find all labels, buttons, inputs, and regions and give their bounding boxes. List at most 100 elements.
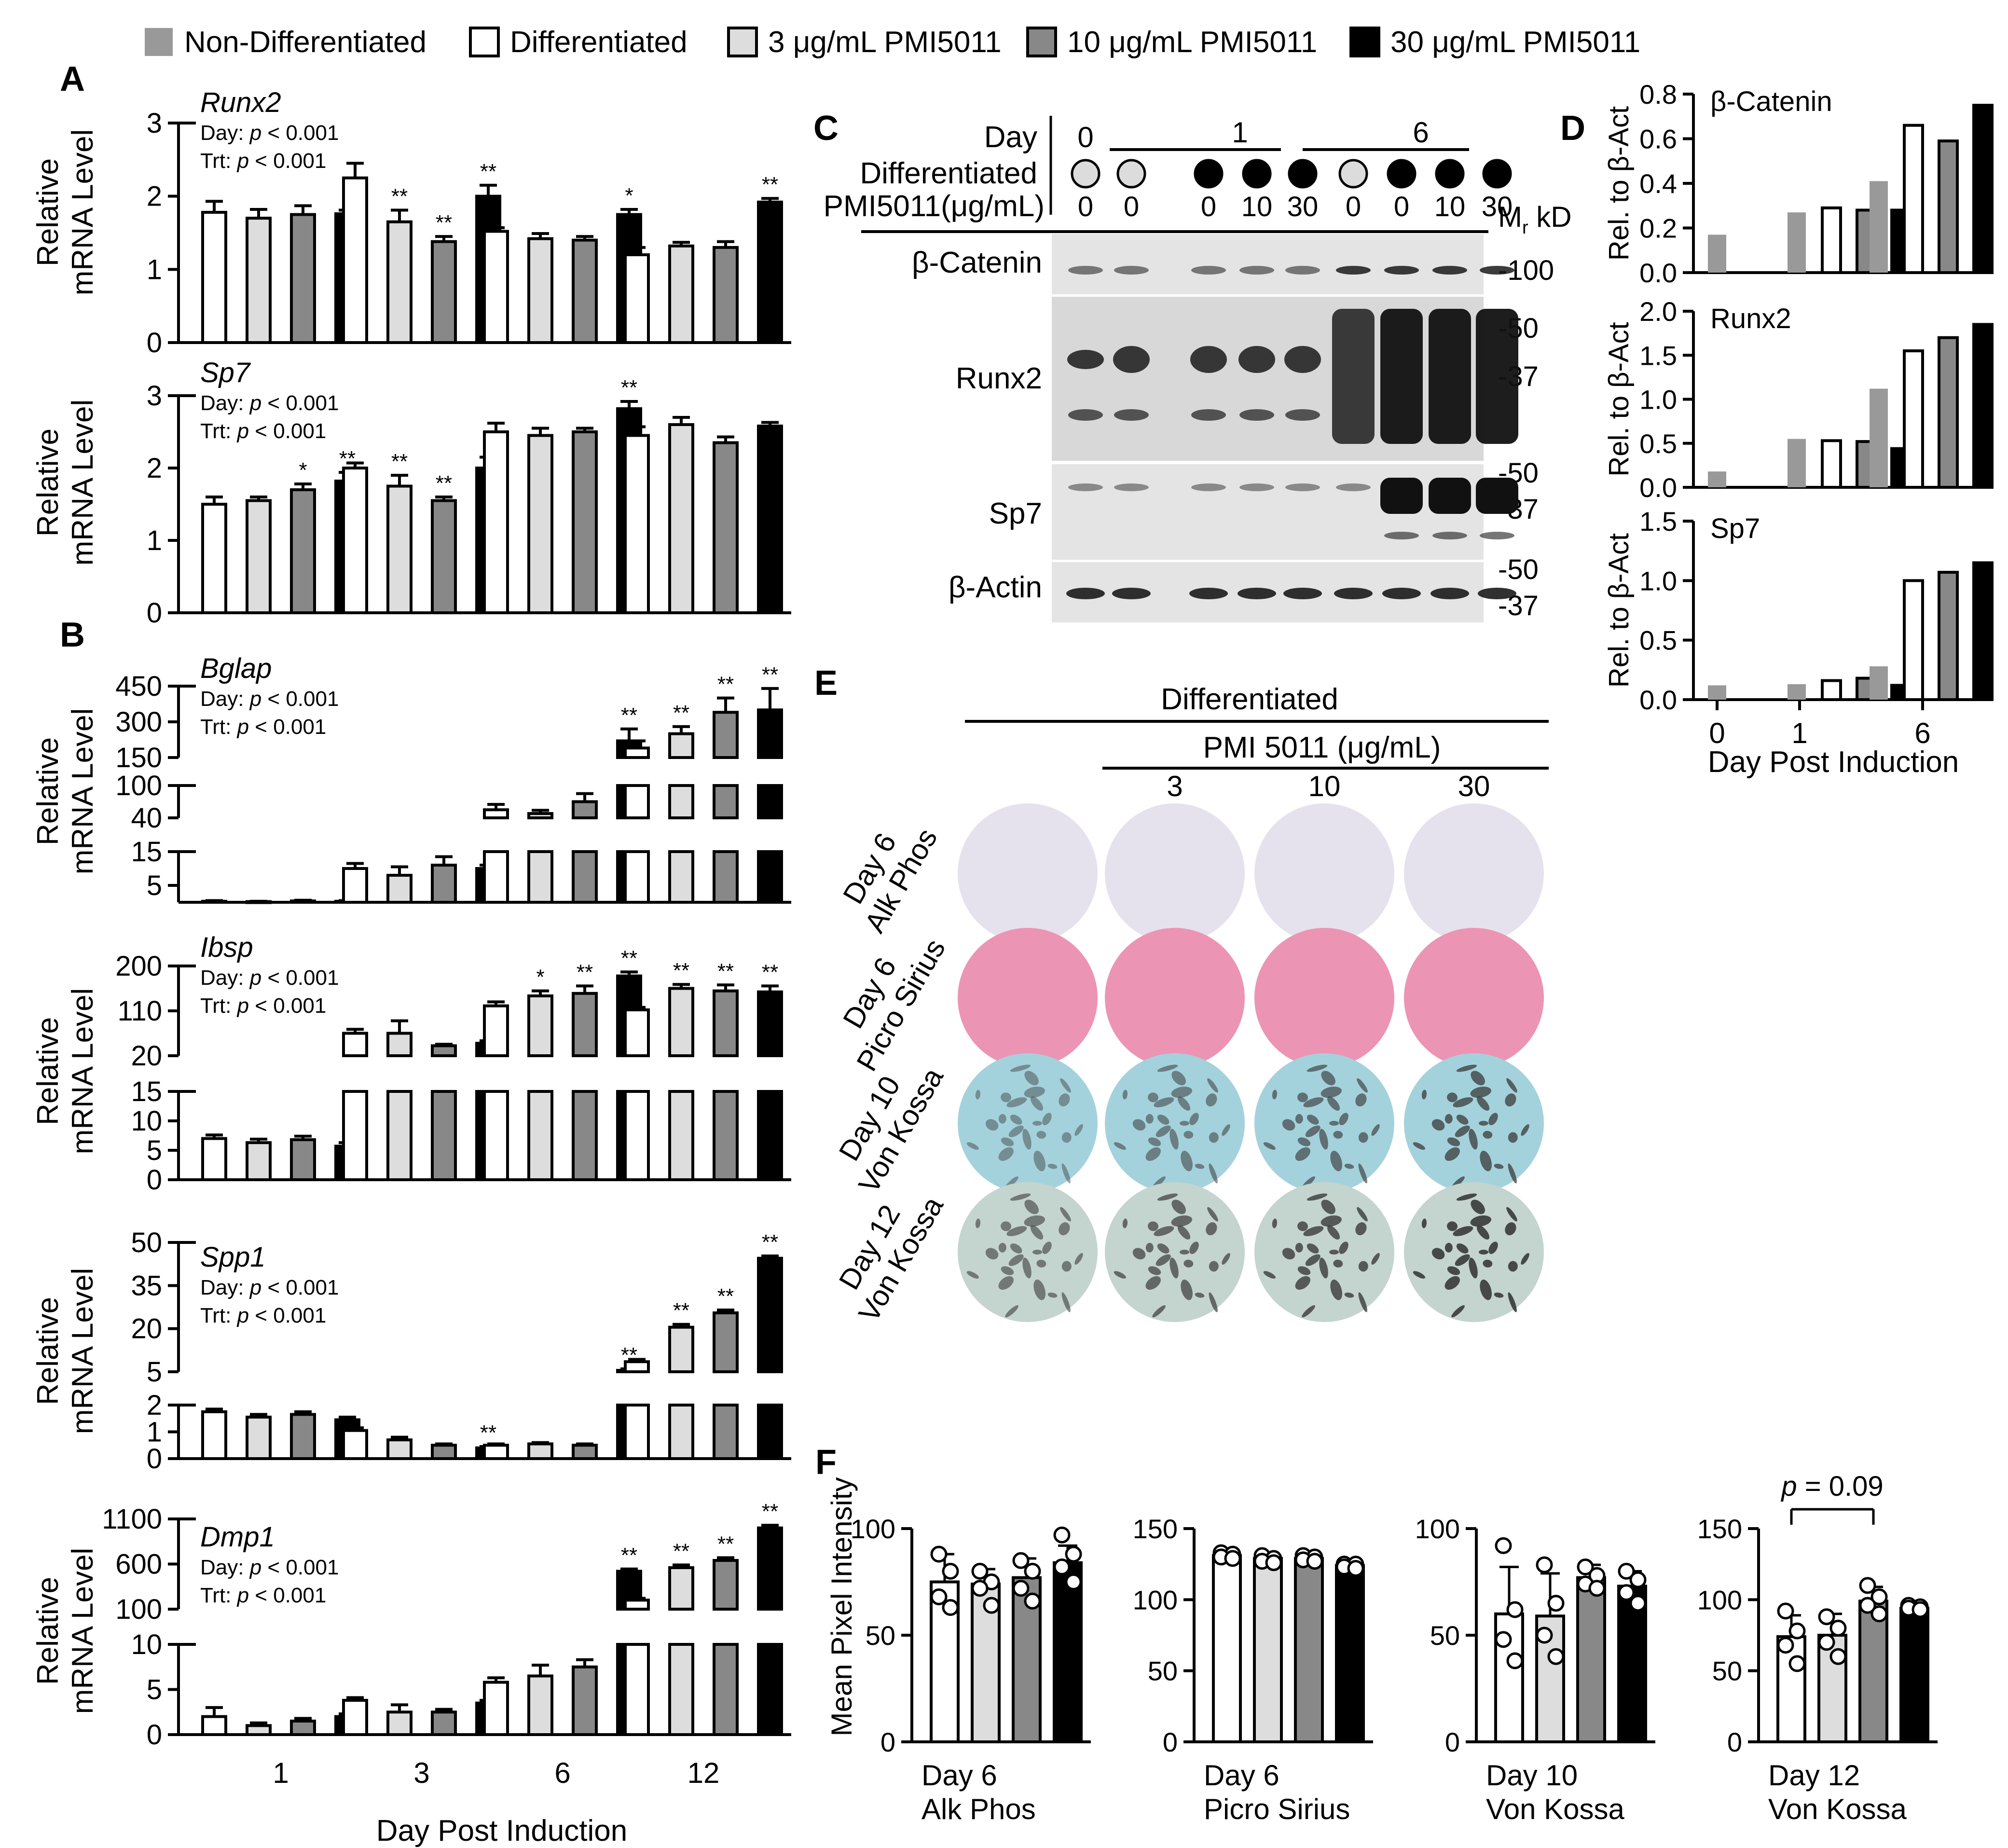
data-point [1547,1595,1565,1612]
mineral-deposit [1061,1261,1072,1272]
blot-band [1432,532,1467,539]
stat-day: Day: p < 0.001 [200,1276,339,1299]
mineral-deposit [1506,1078,1517,1093]
blot-band [1239,483,1274,491]
y-tick-label: 0 [1163,1727,1178,1757]
significance-marker: ** [577,960,593,984]
mineral-deposit [1282,1119,1295,1131]
mineral-deposit [1471,1200,1485,1214]
mineral-deposit [1263,1271,1276,1279]
y-axis-label: RelativemRNA Level [31,708,99,875]
mineral-deposit [1344,1163,1354,1169]
mineral-deposit [1152,1305,1166,1318]
bar [1870,181,1888,273]
bar [624,434,650,614]
differentiated-dot [1288,159,1318,189]
y-tick-label: 5 [147,1674,162,1706]
mineral-deposit [1209,1292,1218,1312]
bar [201,211,227,344]
mineral-deposit [1059,1093,1070,1107]
data-point [1912,1601,1929,1618]
mineral-deposit [1189,1241,1199,1254]
differentiated-dot [1435,159,1465,189]
mineral-deposit [1469,1257,1478,1279]
blot-band [1239,409,1274,421]
blot-band [1285,266,1320,275]
bar [290,1138,316,1182]
data-point [1818,1608,1835,1626]
mineral-deposit [998,1147,1014,1161]
mineral-deposit [1303,1097,1324,1107]
y-tick-label: 1 [147,525,162,556]
significance-marker: ** [717,1284,734,1308]
differentiated-dot [1242,159,1272,189]
bar [713,711,739,759]
data-point [1870,1588,1888,1605]
dose-col-label: 10 [1308,770,1341,802]
significance-marker: ** [621,1544,637,1567]
y-axis-label: RelativemRNA Level [31,400,99,566]
legend-label: 30 μg/mL PMI5011 [1390,26,1640,59]
y-tick-label: 50 [1712,1656,1742,1686]
data-point [1547,1648,1565,1665]
chart-title: Runx2 [1710,303,1791,334]
panel-letter: C [813,109,839,148]
bar [1858,1600,1888,1744]
mineral-deposit [998,1276,1014,1290]
y-tick-label: 2 [147,453,162,484]
bar [1938,571,1959,701]
bar [1576,1576,1606,1743]
mineral-deposit [966,1271,979,1279]
mineral-deposit [1195,1163,1205,1169]
significance-marker: ** [673,959,689,982]
bar [290,488,316,614]
significance-marker: ** [621,376,637,400]
bar [668,1404,694,1460]
mineral-deposit [1456,1193,1477,1201]
y-tick-label: 150 [1697,1514,1742,1544]
bar [527,812,553,819]
mineral-deposit [1339,1241,1348,1254]
bar [668,423,694,614]
mineral-deposit [1155,1125,1171,1137]
mineral-deposit [1122,1218,1128,1228]
mineral-deposit [1169,1129,1179,1150]
day-label: 6 [1413,116,1429,149]
bar [713,989,739,1058]
bar [624,253,650,344]
mineral-deposit [1321,1200,1335,1214]
mineral-deposit [1209,1261,1219,1272]
stain-well [958,1053,1098,1193]
bar [572,430,598,614]
bar [386,874,413,904]
bar [201,1715,227,1737]
y-tick-label: 20 [131,1040,162,1072]
chart-title-line2: Von Kossa [1486,1793,1625,1825]
data-point [1065,1573,1082,1590]
data-point [942,1562,959,1580]
bar [483,850,509,904]
mineral-deposit [1358,1132,1368,1143]
mineral-deposit [1001,1092,1011,1103]
gene-label: Spp1 [200,1241,265,1273]
blot-band [1334,588,1373,599]
mineral-deposit [1169,1257,1179,1279]
bar [342,176,368,344]
bar [713,1311,739,1374]
mineral-deposit [1357,1078,1368,1093]
stain-well [958,803,1098,943]
bar [668,1090,694,1181]
mineral-deposit [1206,1222,1217,1236]
stain-well [1254,803,1394,943]
stain-well [1105,803,1245,943]
bar [386,1032,413,1057]
mineral-deposit [1295,1147,1310,1161]
mineral-deposit [1030,1096,1044,1111]
legend-label: 3 μg/mL PMI5011 [768,26,1002,59]
bar [572,800,598,819]
bar [1821,439,1842,489]
mineral-deposit [1320,1215,1342,1227]
bar [1903,124,1924,274]
pmi-dose-label: 0 [1078,191,1093,222]
bar [431,1090,457,1181]
